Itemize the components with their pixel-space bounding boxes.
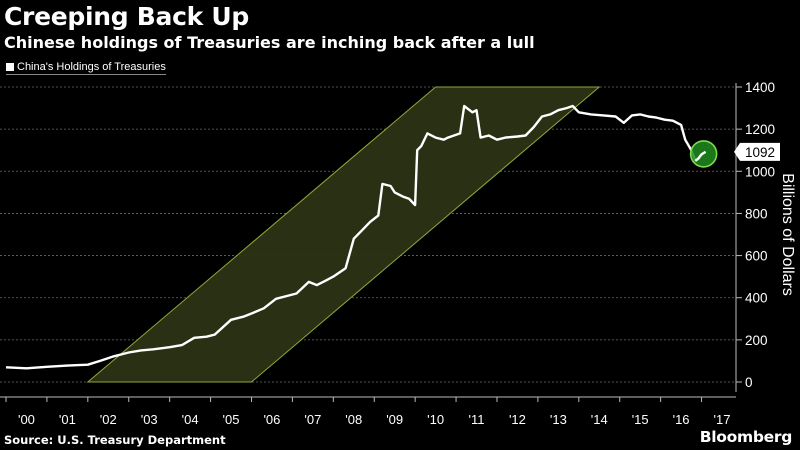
x-tick-label: '15 (632, 412, 649, 427)
x-tick-label: '09 (386, 412, 403, 427)
value-callout-box (734, 142, 780, 161)
legend-label: China's Holdings of Treasuries (17, 61, 166, 73)
y-tick-label: 0 (745, 375, 753, 390)
x-tick-label: '04 (182, 412, 199, 427)
x-tick-label: '03 (141, 412, 158, 427)
trend-channel-band (86, 86, 601, 383)
trend-channel (86, 86, 601, 383)
y-tick-label: 1000 (745, 164, 775, 179)
y-axis-label: Billions of Dollars (779, 173, 796, 296)
y-tick-label: 1400 (745, 80, 775, 95)
x-tick-label: '05 (223, 412, 240, 427)
x-tick-label: '07 (304, 412, 321, 427)
x-tick-label: '14 (591, 412, 608, 427)
legend: China's Holdings of Treasuries (6, 61, 166, 75)
x-tick-label: '13 (550, 412, 567, 427)
x-tick-label: '00 (18, 412, 35, 427)
axes: 0 200 400 600 800 1000 1200 1400 Billions of Dol… (0, 80, 796, 427)
series-line (5, 104, 707, 370)
source-note: Source: U.S. Treasury Department (4, 433, 226, 447)
x-tick-label: '08 (345, 412, 362, 427)
x-tick-label: '01 (59, 412, 76, 427)
y-tick-label: 400 (745, 291, 768, 306)
annotations: 1092 (689, 140, 780, 168)
x-tick-label: '06 (263, 412, 280, 427)
value-callout-label: 1092 (745, 145, 775, 160)
y-tick-label: 1200 (745, 122, 775, 137)
x-tick-label: '17 (714, 412, 731, 427)
x-tick-label: '12 (509, 412, 526, 427)
chart-title: Creeping Back Up (4, 2, 249, 31)
series-line-end (694, 150, 707, 162)
chart-subtitle: Chinese holdings of Treasuries are inchi… (4, 33, 535, 52)
y-tick-label: 800 (745, 206, 768, 221)
y-tick-label: 600 (745, 249, 768, 264)
y-tick-label: 200 (745, 333, 768, 348)
x-tick-label: '11 (469, 412, 485, 427)
x-tick-label: '16 (673, 412, 690, 427)
x-tick-label: '10 (427, 412, 444, 427)
bloomberg-logo: Bloomberg (699, 428, 793, 446)
series-line-group (5, 104, 707, 370)
legend-swatch (6, 63, 14, 71)
x-tick-label: '02 (100, 412, 117, 427)
